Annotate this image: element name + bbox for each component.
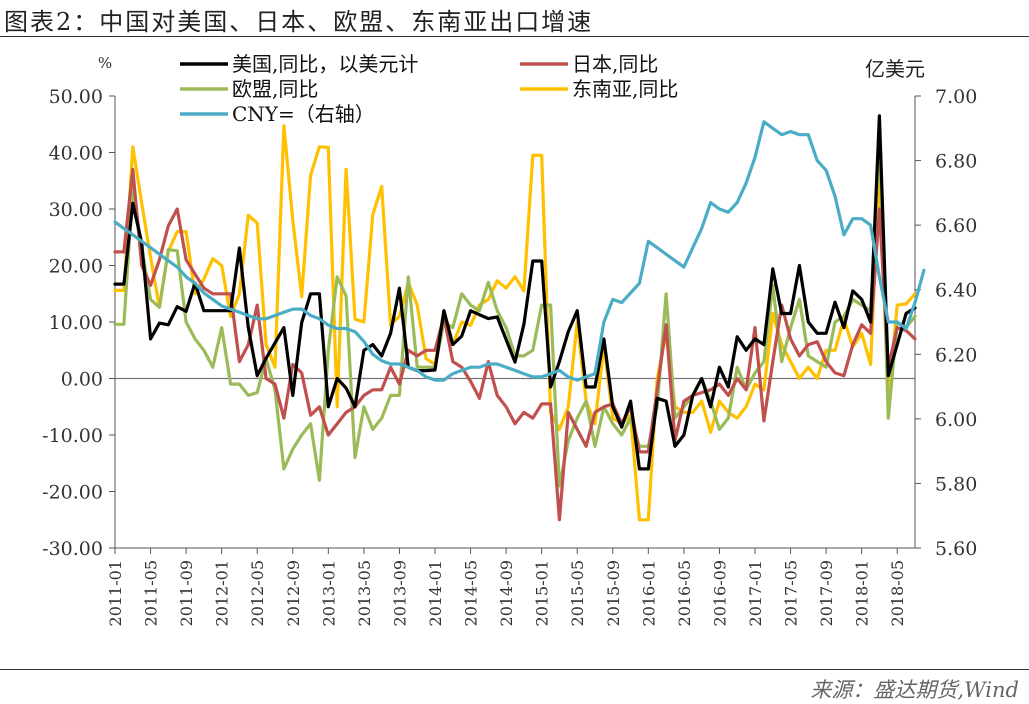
- title-divider: [0, 36, 1029, 37]
- series-line-3: [113, 124, 917, 522]
- x-tick-label: 2017-01: [746, 560, 765, 626]
- x-tick-label: 2018-05: [888, 560, 907, 626]
- x-tick-label: 2014-01: [426, 560, 445, 626]
- right-axis-unit: 亿美元: [865, 57, 925, 81]
- x-tick-label: 2017-05: [782, 560, 801, 626]
- x-tick-label: 2013-09: [390, 560, 409, 626]
- x-tick-label: 2011-09: [177, 560, 196, 626]
- series-line-0: [113, 114, 917, 471]
- left-tick-label: 50.00: [49, 86, 103, 108]
- series-line-4: [113, 120, 926, 382]
- x-tick-label: 2014-05: [462, 560, 481, 626]
- x-tick-label: 2014-09: [497, 560, 516, 626]
- right-tick-label: 6.00: [935, 409, 977, 431]
- left-axis-unit: %: [98, 54, 112, 72]
- right-tick-label: 5.80: [935, 473, 977, 495]
- legend-label: 日本,同比: [572, 52, 658, 76]
- legend-label: 东南亚,同比: [572, 77, 678, 101]
- x-tick-label: 2013-05: [355, 560, 374, 626]
- x-tick-label: 2012-09: [284, 560, 303, 626]
- left-tick-label: 40.00: [49, 143, 103, 165]
- x-tick-label: 2011-01: [106, 560, 125, 626]
- left-tick-label: -30.00: [42, 538, 103, 560]
- right-tick-label: 6.80: [935, 151, 977, 173]
- x-tick-label: 2013-01: [319, 560, 338, 626]
- x-tick-label: 2015-09: [604, 560, 623, 626]
- right-tick-label: 6.40: [935, 280, 977, 302]
- legend-label: 欧盟,同比: [232, 77, 318, 101]
- x-tick-label: 2011-05: [142, 560, 161, 626]
- line-chart: 50.00 40.00 30.00 20.00 10.00 0.00 -10.00 -20.0…: [42, 52, 977, 626]
- left-tick-label: 0.00: [61, 369, 103, 391]
- x-tick-label: 2016-05: [675, 560, 694, 626]
- left-tick-label: 20.00: [49, 256, 103, 278]
- x-tick-label: 2016-01: [639, 560, 658, 626]
- left-tick-label: 30.00: [49, 199, 103, 221]
- source-note: 来源：盛达期货,Wind: [810, 678, 1019, 702]
- series-layer: [113, 114, 926, 522]
- x-tick-label: 2012-01: [213, 560, 232, 626]
- series-line-1: [113, 167, 917, 522]
- right-tick-label: 6.60: [935, 215, 977, 237]
- x-tick-label: 2015-01: [533, 560, 552, 626]
- chart-title: 图表2：中国对美国、日本、欧盟、东南亚出口增速: [4, 8, 594, 36]
- right-tick-label: 7.00: [935, 86, 977, 108]
- x-tick-label: 2018-01: [853, 560, 872, 626]
- left-tick-label: -20.00: [42, 482, 103, 504]
- right-tick-label: 5.60: [935, 538, 977, 560]
- x-tick-label: 2015-05: [568, 560, 587, 626]
- footer-divider: [0, 669, 1029, 670]
- legend-label: CNY=（右轴）: [232, 102, 375, 126]
- left-tick-label: 10.00: [49, 312, 103, 334]
- x-tick-label: 2016-09: [710, 560, 729, 626]
- legend-label: 美国,同比，以美元计: [232, 52, 418, 76]
- right-tick-label: 6.20: [935, 344, 977, 366]
- axes-layer: 50.00 40.00 30.00 20.00 10.00 0.00 -10.00 -20.0…: [42, 54, 977, 626]
- x-tick-label: 2017-09: [817, 560, 836, 626]
- x-tick-label: 2012-05: [248, 560, 267, 626]
- left-tick-label: -10.00: [42, 425, 103, 447]
